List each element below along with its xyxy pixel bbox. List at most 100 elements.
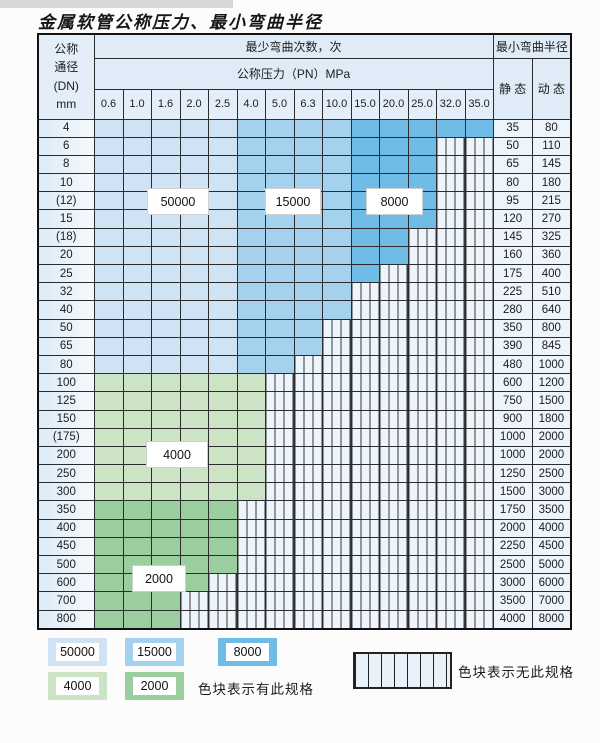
spec-cell: [378, 263, 409, 284]
table-row-dn-125: 125 750 1500: [37, 391, 572, 411]
spec-cell: [179, 373, 209, 393]
spec-cell: [207, 245, 238, 266]
pressure-col-1.0: 1.0: [122, 88, 152, 120]
spec-cell: [407, 554, 437, 575]
pressure-col-5.0: 5.0: [264, 88, 295, 120]
spec-cell: [350, 118, 380, 138]
spec-cell: [122, 300, 152, 320]
static-value-cell: 2500: [492, 554, 533, 575]
spec-cell: [378, 536, 409, 557]
spec-cell: [150, 336, 181, 356]
table-row-dn-4: 4 35 80: [37, 118, 572, 138]
spec-cell: [122, 609, 152, 630]
spec-cell: [407, 482, 437, 502]
spec-cell: [122, 245, 152, 266]
static-value-cell: 65: [492, 154, 533, 175]
spec-cell: [435, 227, 466, 247]
spec-cell: [407, 354, 437, 375]
spec-cell: [407, 464, 437, 484]
dn-cell: 800: [37, 609, 95, 630]
spec-cell: [179, 536, 209, 557]
spec-cell: [93, 482, 124, 502]
spec-cell: [150, 300, 181, 320]
spec-cell: [435, 118, 466, 138]
spec-cell: [236, 445, 266, 466]
spec-cell: [464, 354, 494, 375]
spec-cell: [93, 245, 124, 266]
spec-cell: [236, 427, 266, 447]
spec-cell: [407, 300, 437, 320]
spec-cell: [350, 245, 380, 266]
pressure-col-35.0: 35.0: [464, 88, 494, 120]
spec-cell: [464, 118, 494, 138]
spec-cell: [179, 554, 209, 575]
dynamic-value-cell: 180: [531, 173, 572, 193]
static-value-cell: 1250: [492, 464, 533, 484]
spec-cell: [350, 536, 380, 557]
spec-cell: [93, 191, 124, 211]
cycle-count-label-8000: 8000: [366, 188, 423, 215]
spec-cell: [350, 282, 380, 302]
spec-cell: [236, 464, 266, 484]
dn-cell: 400: [37, 518, 95, 538]
dn-cell: (12): [37, 191, 95, 211]
spec-cell: [207, 500, 238, 520]
spec-cell: [464, 445, 494, 466]
legend-no-spec-text: 色块表示无此规格: [458, 665, 574, 680]
spec-cell: [293, 464, 323, 484]
static-value-cell: 175: [492, 263, 533, 284]
spec-cell: [407, 318, 437, 338]
static-value-cell: 2250: [492, 536, 533, 557]
spec-cell: [407, 409, 437, 429]
static-value-cell: 390: [492, 336, 533, 356]
spec-cell: [207, 336, 238, 356]
spec-cell: [236, 118, 266, 138]
spec-cell: [122, 354, 152, 375]
table-row-dn-80: 80 480 1000: [37, 354, 572, 375]
spec-cell: [407, 263, 437, 284]
header-static: 静 态: [492, 57, 533, 120]
spec-cell: [464, 173, 494, 193]
spec-cell: [464, 518, 494, 538]
spec-cell: [435, 300, 466, 320]
spec-cell: [378, 354, 409, 375]
spec-cell: [435, 354, 466, 375]
spec-cell: [264, 263, 295, 284]
spec-cell: [179, 391, 209, 411]
table-row-dn-700: 700 3500 7000: [37, 591, 572, 611]
spec-cell: [378, 591, 409, 611]
spec-cell: [378, 445, 409, 466]
spec-cell: [378, 336, 409, 356]
dn-cell: 50: [37, 318, 95, 338]
spec-cell: [378, 609, 409, 630]
spec-cell: [464, 318, 494, 338]
spec-cell: [264, 482, 295, 502]
spec-table: 公称 通径 (DN) mm 最少弯曲次数，次 最小弯曲半径 公称压力（PN）MPa 静 态动 …: [37, 33, 573, 630]
spec-cell: [321, 245, 352, 266]
spec-cell: [264, 245, 295, 266]
spec-cell: [378, 318, 409, 338]
legend-swatch-15000: 15000: [125, 638, 184, 666]
spec-cell: [207, 554, 238, 575]
static-value-cell: 750: [492, 391, 533, 411]
dynamic-value-cell: 1200: [531, 373, 572, 393]
table-row-dn-350: 350 1750 3500: [37, 500, 572, 520]
table-row-dn-400: 400 2000 4000: [37, 518, 572, 538]
page-title: 金属软管公称压力、最小弯曲半径: [38, 13, 323, 33]
spec-cell: [93, 173, 124, 193]
spec-cell: [93, 409, 124, 429]
dn-cell: 6: [37, 136, 95, 156]
legend-swatch-label: 50000: [56, 643, 99, 661]
spec-cell: [293, 318, 323, 338]
pressure-col-20.0: 20.0: [378, 88, 409, 120]
spec-cell: [93, 573, 124, 593]
spec-cell: [464, 536, 494, 557]
spec-cell: [378, 500, 409, 520]
spec-cell: [293, 245, 323, 266]
spec-cell: [321, 300, 352, 320]
table-row-dn-8: 8 65 145: [37, 154, 572, 175]
spec-cell: [321, 500, 352, 520]
spec-cell: [464, 554, 494, 575]
spec-cell: [464, 591, 494, 611]
spec-cell: [207, 227, 238, 247]
